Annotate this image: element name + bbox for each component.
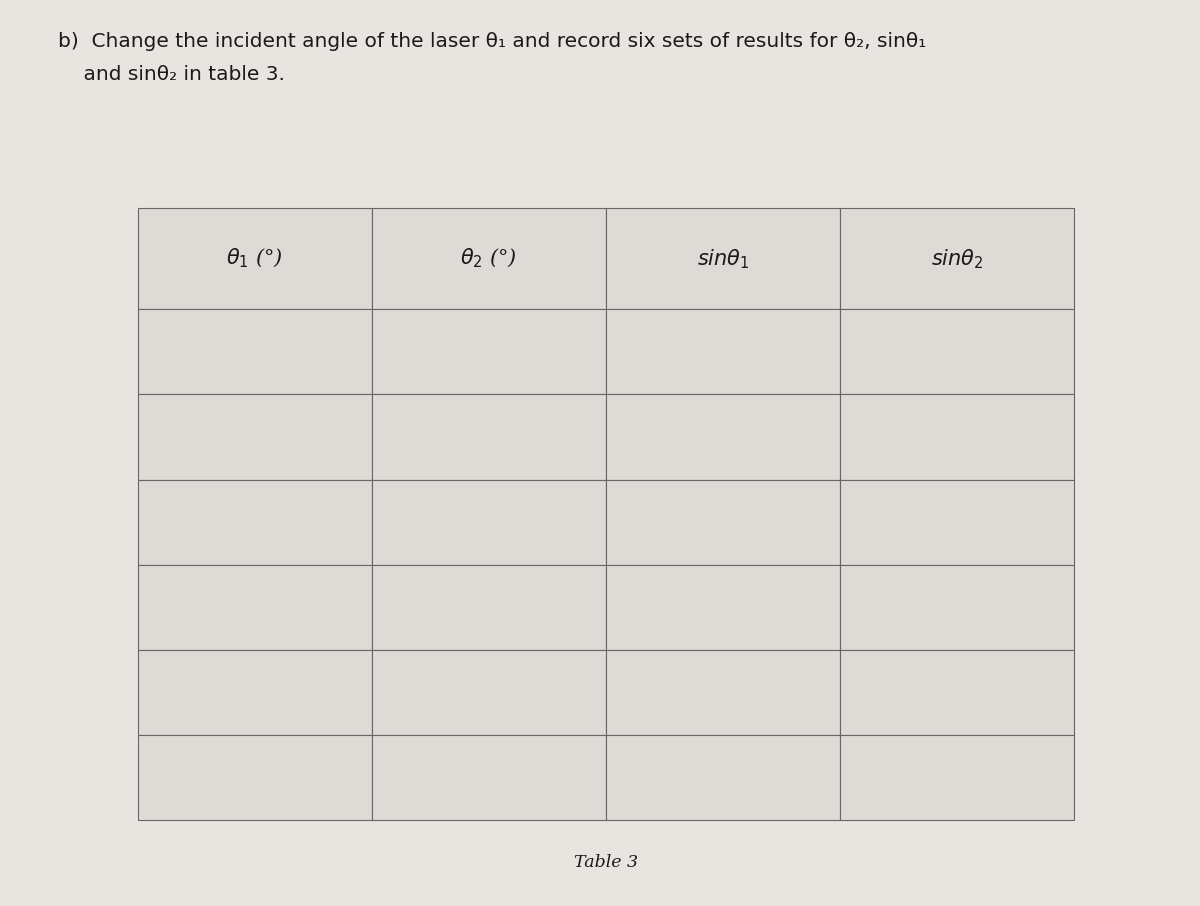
Bar <box>138 735 372 820</box>
Bar <box>606 394 840 479</box>
Bar <box>372 479 606 564</box>
Bar <box>372 650 606 735</box>
Bar <box>372 735 606 820</box>
Bar <box>606 309 840 394</box>
Bar <box>840 394 1074 479</box>
Bar <box>606 208 840 309</box>
Text: and sinθ₂ in table 3.: and sinθ₂ in table 3. <box>58 65 284 84</box>
Text: b)  Change the incident angle of the laser θ₁ and record six sets of results for: b) Change the incident angle of the lase… <box>58 32 926 51</box>
Bar <box>138 309 372 394</box>
Bar <box>606 650 840 735</box>
Bar <box>840 735 1074 820</box>
Text: $\theta_1$ (°): $\theta_1$ (°) <box>227 247 283 270</box>
Text: Table 3: Table 3 <box>574 854 638 872</box>
Bar <box>372 564 606 650</box>
Bar <box>840 208 1074 309</box>
Bar <box>840 564 1074 650</box>
Bar <box>138 479 372 564</box>
Text: $\mathit{sin}\theta_1$: $\mathit{sin}\theta_1$ <box>697 247 749 271</box>
Bar <box>606 564 840 650</box>
Text: $\mathit{sin}\theta_2$: $\mathit{sin}\theta_2$ <box>931 247 983 271</box>
Bar <box>138 394 372 479</box>
Text: $\theta_2$ (°): $\theta_2$ (°) <box>461 247 517 270</box>
Bar <box>840 650 1074 735</box>
Bar <box>606 735 840 820</box>
Bar <box>138 564 372 650</box>
Bar <box>138 650 372 735</box>
Bar <box>372 208 606 309</box>
Bar <box>138 208 372 309</box>
Bar <box>372 309 606 394</box>
Bar <box>840 479 1074 564</box>
Bar <box>606 479 840 564</box>
Bar <box>372 394 606 479</box>
Bar <box>840 309 1074 394</box>
